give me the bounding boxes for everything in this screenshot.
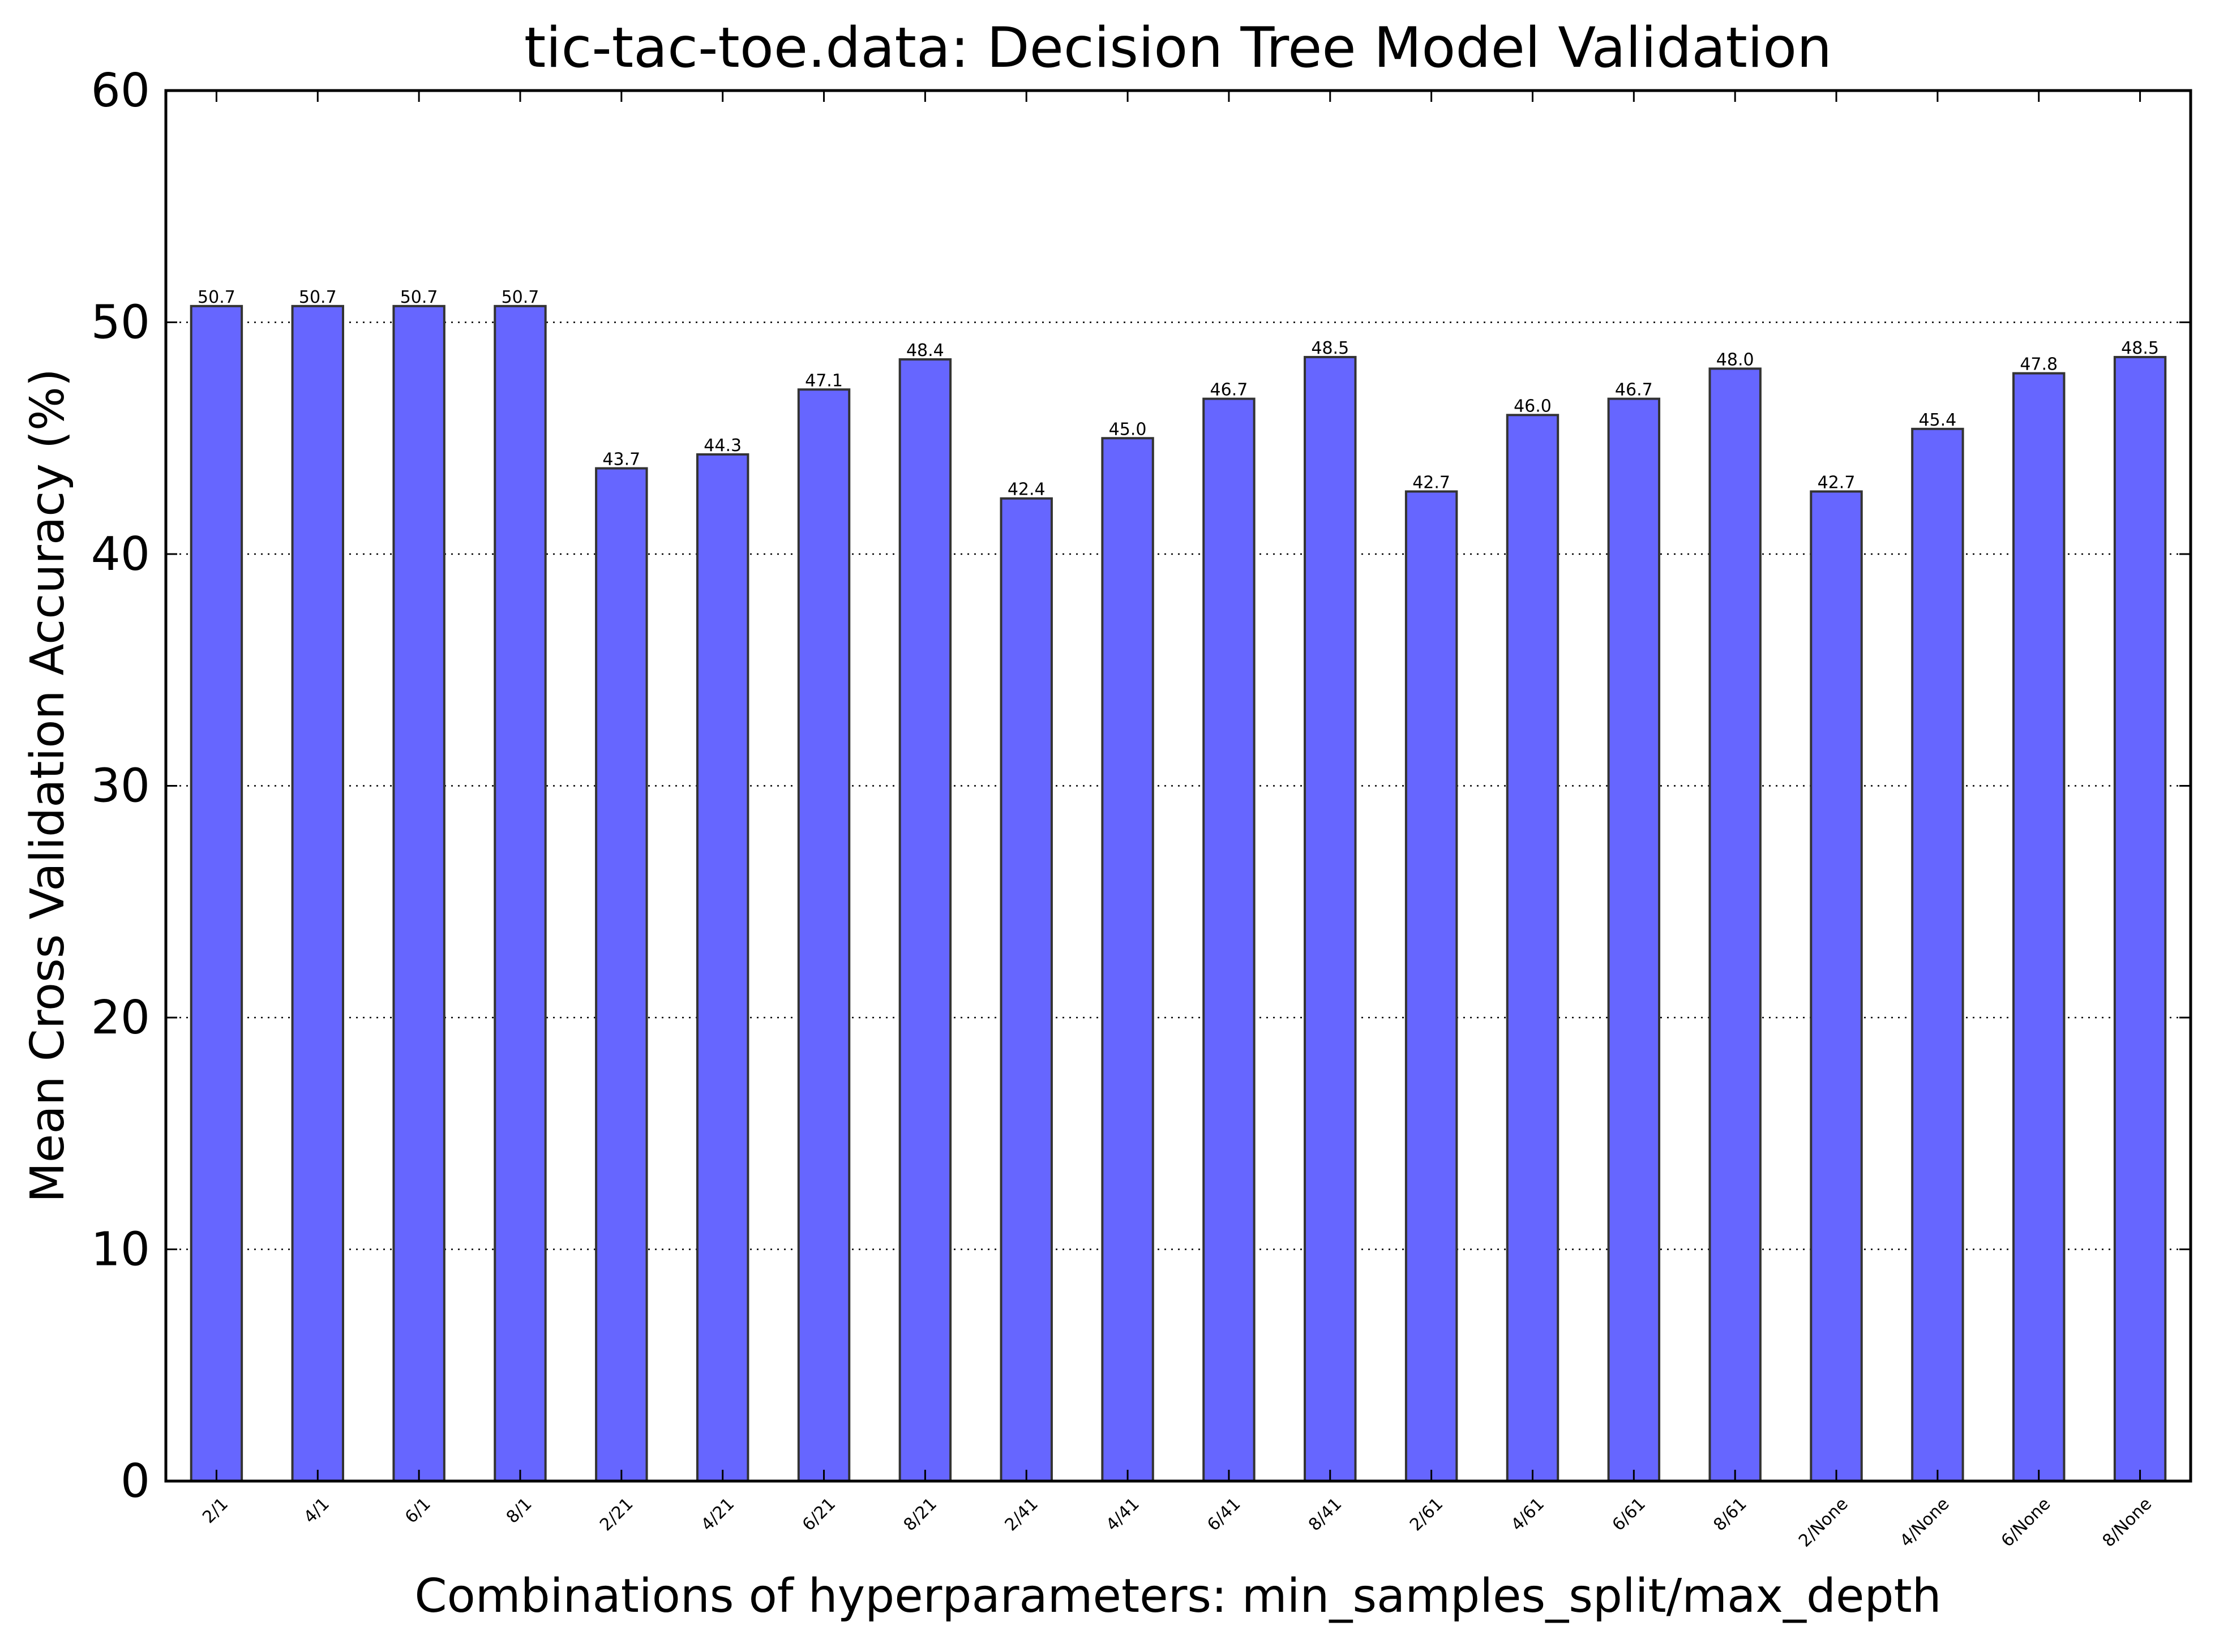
- bar-value-label: 48.5: [2121, 338, 2159, 358]
- bar-value-label: 42.7: [1818, 473, 1856, 492]
- bar: [392, 304, 445, 1483]
- bar-value-label: 47.8: [2020, 355, 2058, 375]
- y-tick-label: 50: [91, 296, 150, 350]
- bars: [190, 304, 2167, 1483]
- x-axis-label: Combinations of hyperparameters: min_sam…: [414, 1569, 1941, 1623]
- bar: [1607, 397, 1661, 1482]
- bar: [898, 358, 952, 1482]
- bar: [291, 304, 344, 1483]
- bar-value-label: 48.4: [906, 341, 944, 361]
- bar: [2113, 355, 2167, 1482]
- bar-value-label: 46.7: [1615, 380, 1653, 400]
- y-tick-label: 10: [91, 1223, 150, 1277]
- bar-value-label: 43.7: [602, 449, 640, 469]
- bar: [797, 388, 851, 1482]
- bar: [1708, 367, 1762, 1482]
- bar-value-label: 44.3: [704, 436, 742, 456]
- bar: [1202, 397, 1256, 1482]
- bar: [1810, 490, 1863, 1482]
- bar: [1000, 497, 1053, 1482]
- bar-value-label: 45.0: [1109, 419, 1147, 439]
- bar: [1304, 355, 1357, 1482]
- chart-title: tic-tac-toe.data: Decision Tree Model Va…: [524, 16, 1832, 80]
- y-tick-label: 20: [91, 991, 150, 1045]
- bar-value-label: 48.0: [1716, 350, 1754, 370]
- bar: [1404, 490, 1458, 1482]
- y-tick-label: 30: [91, 760, 150, 813]
- bar-value-labels: 50.7 50.7 50.7 50.7 43.7 44.3 47.1 48.4 42.4 45.0…: [198, 288, 2159, 500]
- bar-value-label: 47.1: [805, 371, 843, 391]
- bar-value-label: 46.0: [1514, 396, 1552, 416]
- y-tick-label: 60: [91, 64, 150, 118]
- bar-value-label: 50.7: [299, 288, 337, 307]
- bar-value-label: 48.5: [1311, 338, 1349, 358]
- bar: [2012, 372, 2066, 1483]
- bar-value-label: 46.7: [1210, 380, 1248, 400]
- bar-value-label: 50.7: [198, 288, 235, 307]
- bar: [1911, 427, 1964, 1482]
- bar: [190, 304, 243, 1483]
- bar-value-label: 42.4: [1008, 480, 1046, 500]
- bar-value-label: 45.4: [1918, 410, 1956, 430]
- bar-value-label: 50.7: [502, 288, 539, 307]
- axis-ticks: [166, 89, 2191, 1482]
- bar: [1506, 414, 1560, 1482]
- y-tick-label: 40: [91, 527, 150, 581]
- bar-value-label: 42.7: [1412, 473, 1450, 492]
- bar: [696, 453, 749, 1482]
- y-axis-label: Mean Cross Validation Accuracy (%): [21, 368, 75, 1203]
- bar-value-label: 50.7: [400, 288, 438, 307]
- y-tick-labels: 0 10 20 30 40 50 60: [91, 64, 150, 1508]
- bar: [494, 304, 547, 1483]
- y-tick-label: 0: [121, 1454, 150, 1508]
- gridlines: [166, 321, 2191, 1250]
- bar: [1101, 437, 1154, 1482]
- bar: [595, 467, 648, 1482]
